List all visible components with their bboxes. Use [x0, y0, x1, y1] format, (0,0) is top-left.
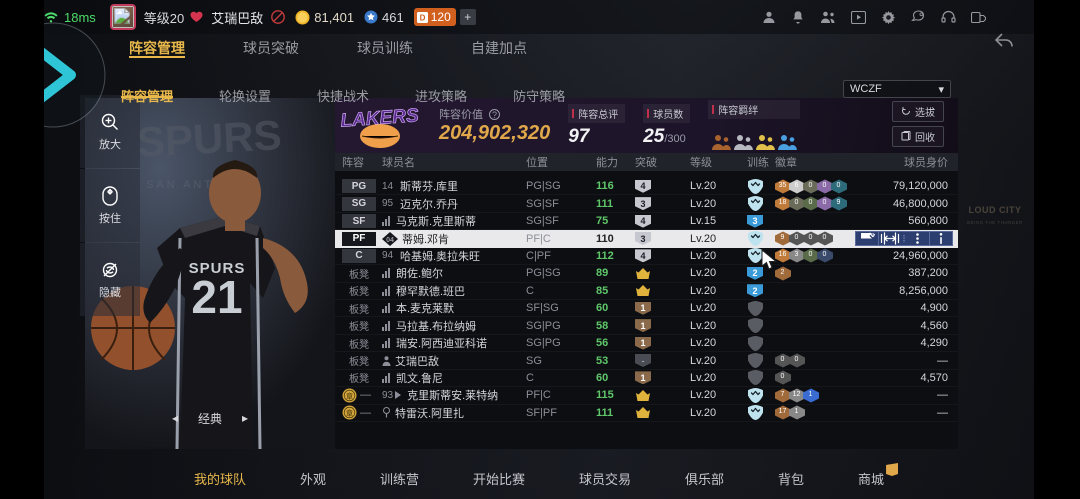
svg-text:章: 章 — [346, 409, 353, 418]
svg-text:SPURS: SPURS — [189, 260, 246, 277]
svg-text:D: D — [419, 13, 425, 22]
svg-text:LAKERS: LAKERS — [340, 105, 420, 131]
svg-text:章: 章 — [346, 391, 353, 400]
svg-text:SPURS: SPURS — [136, 111, 283, 166]
svg-text:21: 21 — [191, 271, 242, 323]
svg-text:04: 04 — [386, 237, 394, 244]
